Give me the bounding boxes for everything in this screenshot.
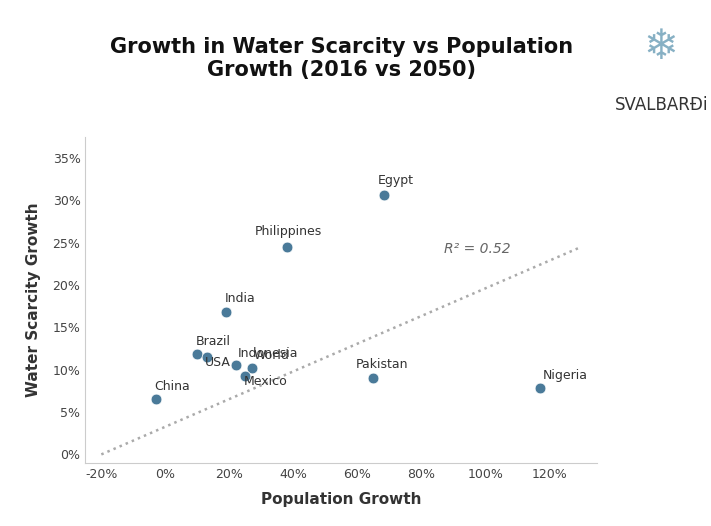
Text: Mexico: Mexico <box>244 376 287 388</box>
Y-axis label: Water Scarcity Growth: Water Scarcity Growth <box>26 203 41 397</box>
Point <box>246 364 257 372</box>
Text: R² = 0.52: R² = 0.52 <box>444 241 510 256</box>
Point <box>282 242 293 251</box>
Text: Pakistan: Pakistan <box>356 358 408 371</box>
X-axis label: Population Growth: Population Growth <box>261 492 422 507</box>
Point <box>534 384 545 392</box>
Point <box>230 361 242 370</box>
Point <box>201 353 213 361</box>
Text: Indonesia: Indonesia <box>237 347 298 360</box>
Point <box>240 372 251 381</box>
Text: SVALBARÐi: SVALBARÐi <box>614 96 708 114</box>
Point <box>379 191 390 199</box>
Text: USA: USA <box>205 356 231 369</box>
Text: Nigeria: Nigeria <box>543 369 588 381</box>
Text: ❄: ❄ <box>643 26 679 68</box>
Point <box>192 350 203 359</box>
Point <box>368 374 379 382</box>
Text: China: China <box>154 380 190 392</box>
Text: Egypt: Egypt <box>378 174 414 187</box>
Text: World: World <box>253 349 289 362</box>
Text: Growth in Water Scarcity vs Population
Growth (2016 vs 2050): Growth in Water Scarcity vs Population G… <box>109 37 573 80</box>
Text: Philippines: Philippines <box>255 226 322 238</box>
Point <box>220 308 232 316</box>
Text: India: India <box>225 292 255 305</box>
Point <box>150 395 161 403</box>
Text: Brazil: Brazil <box>196 335 230 348</box>
